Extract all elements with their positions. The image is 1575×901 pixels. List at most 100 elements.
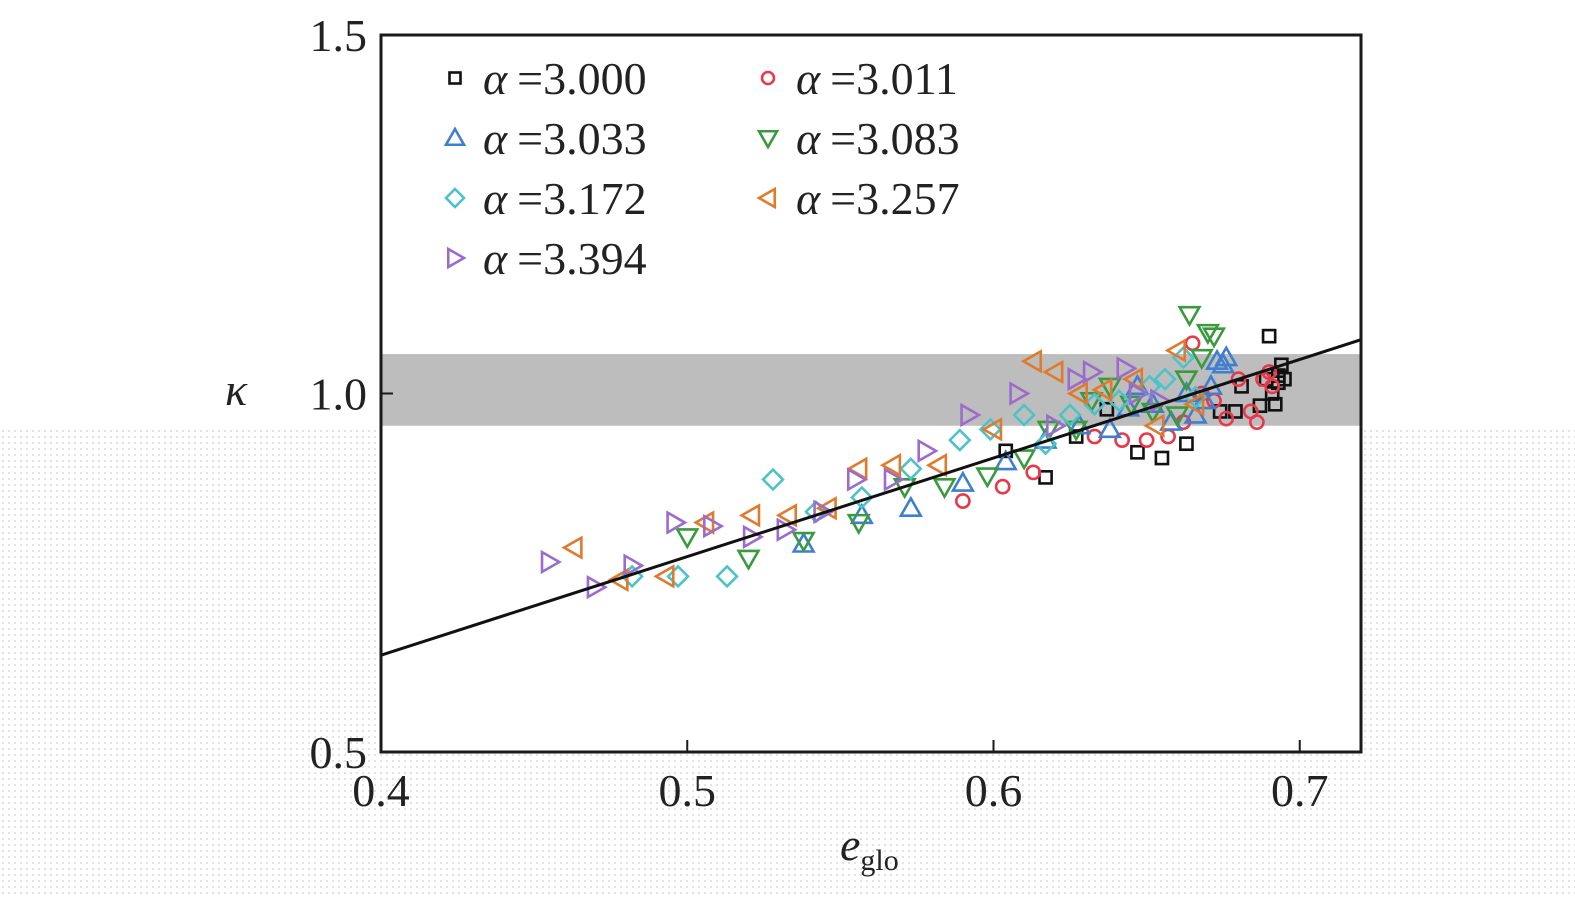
data-point [1097,377,1123,399]
data-point [1179,436,1194,452]
legend-value: =3.011 [830,53,958,104]
legend-marker [756,186,777,210]
legend-value: =3.172 [517,173,646,224]
data-point [791,531,816,554]
legend-symbol: α [483,233,508,284]
legend-label: α =3.000 [483,53,647,104]
data-point [1042,359,1064,385]
data-point [1114,432,1131,449]
legend-symbol: α [796,173,821,224]
axis-ticks: 0.4 0.5 0.6 0.70.51.01.5 [310,10,1329,816]
data-point [1267,396,1283,412]
data-point [1214,345,1239,367]
legend-item: α =3.033 [443,113,647,164]
legend-symbol: α [483,113,508,164]
x-tick-label: 0.6 [965,765,1023,816]
data-point [813,499,835,524]
data-point [1192,388,1217,410]
data-point [653,564,675,589]
legend-value: =3.083 [830,113,959,164]
legend-marker [756,129,780,150]
data-point [960,402,982,428]
legend-item: α =3.172 [444,173,647,224]
data-point [607,567,629,593]
data-point [1230,371,1247,388]
legend-marker [446,246,467,270]
data-point [899,457,923,481]
data-point [1138,432,1155,449]
data-point [1153,367,1177,391]
legend-value: =3.000 [517,53,646,104]
data-point [932,477,957,500]
data-point [1277,371,1292,387]
data-point [1171,345,1196,370]
data-point [775,503,798,528]
data-point [1038,470,1053,485]
data-point [666,510,688,535]
x-tick-label: 0.7 [1271,765,1329,816]
data-point [978,417,1003,442]
legend-label: α =3.033 [483,113,647,164]
data-point [883,467,905,492]
legend-marker [444,187,466,209]
data-point [1195,323,1221,346]
data-point [1174,370,1199,392]
data-point [1067,367,1089,392]
data-point [1011,449,1037,471]
x-axis-label: eglo [840,819,899,877]
data-point [761,467,785,492]
data-point [1009,381,1031,406]
x-axis-label-main: e [840,819,860,870]
legend-symbol: α [796,53,821,104]
data-point [540,549,562,575]
legend-value: =3.257 [830,173,959,224]
data-point [850,485,874,510]
data-point [1066,381,1088,406]
data-point [975,467,1000,489]
data-point [1116,356,1138,381]
legend-item: α =3.083 [756,113,960,164]
legend-label: α =3.172 [483,173,647,224]
data-point [954,493,971,509]
data-point [1046,413,1068,438]
legend-value: =3.394 [517,233,646,284]
series-6 [540,356,1172,600]
legend-marker [448,71,462,85]
data-point [1058,403,1082,427]
y-tick-label: 1.5 [310,10,368,61]
data-point [1248,414,1265,431]
data-point [1204,348,1230,370]
legend-marker [443,126,467,147]
data-point [1128,381,1150,406]
data-point [948,428,972,452]
data-point [1164,338,1186,363]
data-point [1201,327,1227,349]
data-point [994,478,1011,495]
data-point [715,564,739,589]
x-tick-label: 0.4 [352,765,410,816]
data-point [846,513,871,536]
data-point [739,503,761,528]
series-3 [675,305,1227,571]
legend-value: =3.033 [517,113,646,164]
data-point [1264,378,1281,395]
y-tick-label: 0.5 [310,727,368,778]
data-point [980,417,1003,442]
data-point [703,514,725,539]
y-axis-label: κ [225,364,248,415]
x-axis-label-sub: glo [860,844,898,877]
legend-item: α =3.394 [446,233,647,284]
data-point [917,438,939,464]
data-point [1091,377,1113,403]
legend-label: α =3.083 [796,113,960,164]
data-point [1177,305,1202,328]
x-tick-label: 0.5 [659,765,717,816]
data-point [561,535,583,560]
data-point [1130,444,1145,460]
legend-symbol: α [483,173,508,224]
data-point [623,553,645,578]
data-point [666,564,690,589]
legend-item: α =3.011 [760,53,958,104]
